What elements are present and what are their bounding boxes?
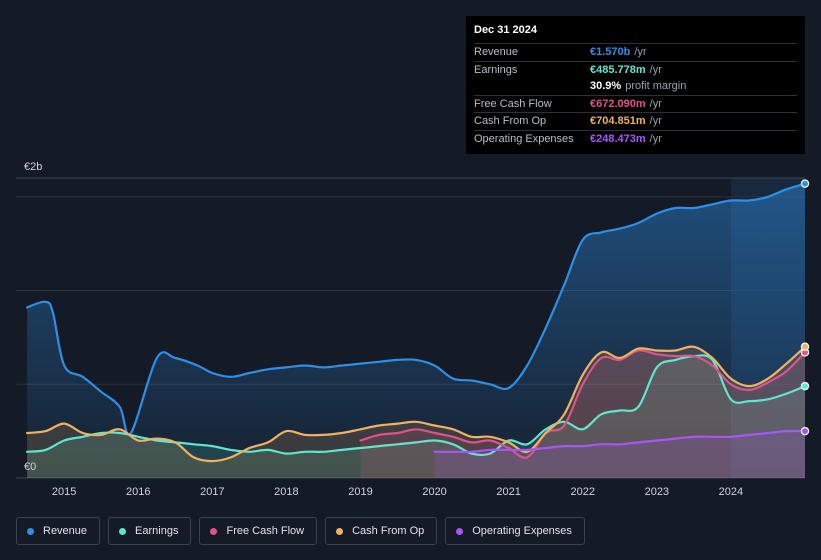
cash-from-op-line — [26, 345, 807, 463]
legend-free-cash-flow[interactable]: Free Cash Flow — [199, 517, 318, 545]
x-tick-label: 2015 — [52, 486, 76, 498]
tooltip-row-opex: Operating Expenses €248.473m /yr — [474, 129, 797, 148]
tooltip-unit: /yr — [649, 97, 662, 110]
x-tick-label: 2018 — [274, 486, 298, 498]
revenue-line — [26, 182, 807, 436]
revenue-end-point — [800, 179, 810, 188]
tooltip-label: Free Cash Flow — [474, 97, 552, 110]
tooltip-label: Operating Expenses — [474, 132, 574, 145]
legend: Revenue Earnings Free Cash Flow Cash Fro… — [16, 517, 585, 545]
tooltip-label: Cash From Op — [474, 115, 547, 127]
tooltip-label — [474, 78, 590, 95]
x-tick-label: 2024 — [719, 486, 743, 498]
tooltip-value: €248.473m — [590, 132, 646, 145]
legend-revenue[interactable]: Revenue — [16, 517, 101, 545]
legend-dot — [456, 527, 464, 535]
tooltip: Dec 31 2024 Revenue €1.570b /yr Earnings… — [466, 16, 805, 154]
operating-expenses-end-point — [800, 426, 810, 436]
legend-label: Revenue — [43, 525, 88, 537]
tooltip-unit: /yr — [649, 115, 662, 127]
operating-expenses-area — [434, 430, 805, 478]
cash-from-op-end-point — [800, 342, 810, 351]
y-tick-label: €2b — [24, 161, 42, 173]
tooltip-label: Earnings — [474, 63, 518, 76]
legend-earnings[interactable]: Earnings — [108, 517, 192, 545]
tooltip-unit: /yr — [649, 63, 662, 76]
legend-label: Cash From Op — [352, 525, 425, 537]
tooltip-row-revenue: Revenue €1.570b /yr — [474, 43, 797, 61]
x-tick-label: 2023 — [645, 486, 669, 498]
legend-dot — [336, 527, 344, 535]
tooltip-value: €1.570b — [590, 46, 631, 58]
x-tick-label: 2020 — [422, 486, 446, 498]
tooltip-row-fcf: Free Cash Flow €672.090m /yr — [474, 94, 797, 113]
x-tick-label: 2021 — [496, 486, 520, 498]
tooltip-date: Dec 31 2024 — [474, 24, 537, 36]
tooltip-value: €704.851m — [590, 115, 646, 127]
legend-dot — [27, 527, 34, 535]
tooltip-value: €485.778m — [590, 63, 646, 76]
legend-label: Free Cash Flow — [226, 525, 305, 537]
free-cash-flow-area — [360, 350, 805, 478]
tooltip-label: Revenue — [474, 46, 519, 58]
x-tick-label: 2017 — [200, 486, 224, 498]
tooltip-unit: /yr — [649, 132, 662, 145]
legend-label: Operating Expenses — [472, 525, 572, 537]
x-tick-label: 2019 — [348, 486, 372, 498]
earnings-line — [26, 354, 807, 457]
revenue-area — [27, 183, 806, 478]
y-tick-label: €0 — [24, 461, 36, 473]
tooltip-value: 30.9% — [590, 80, 622, 92]
operating-expenses-line — [433, 429, 807, 454]
earnings-area — [27, 355, 806, 478]
tooltip-row-cfo: Cash From Op €704.851m /yr — [474, 112, 797, 130]
tooltip-unit: profit margin — [625, 80, 687, 92]
tooltip-value: €672.090m — [590, 97, 646, 110]
legend-dot — [119, 527, 127, 535]
tooltip-row-earnings: Earnings €485.778m /yr — [474, 60, 797, 79]
earnings-end-point — [800, 381, 810, 391]
x-tick-label: 2022 — [571, 486, 595, 498]
legend-dot — [210, 527, 218, 535]
tooltip-unit: /yr — [634, 46, 647, 58]
tooltip-row-margin: 30.9% profit margin — [474, 78, 797, 95]
legend-operating-expenses[interactable]: Operating Expenses — [445, 517, 585, 545]
free-cash-flow-line — [359, 349, 807, 459]
x-tick-label: 2016 — [126, 486, 150, 498]
legend-cash-from-op[interactable]: Cash From Op — [325, 517, 438, 545]
legend-label: Earnings — [135, 525, 179, 537]
